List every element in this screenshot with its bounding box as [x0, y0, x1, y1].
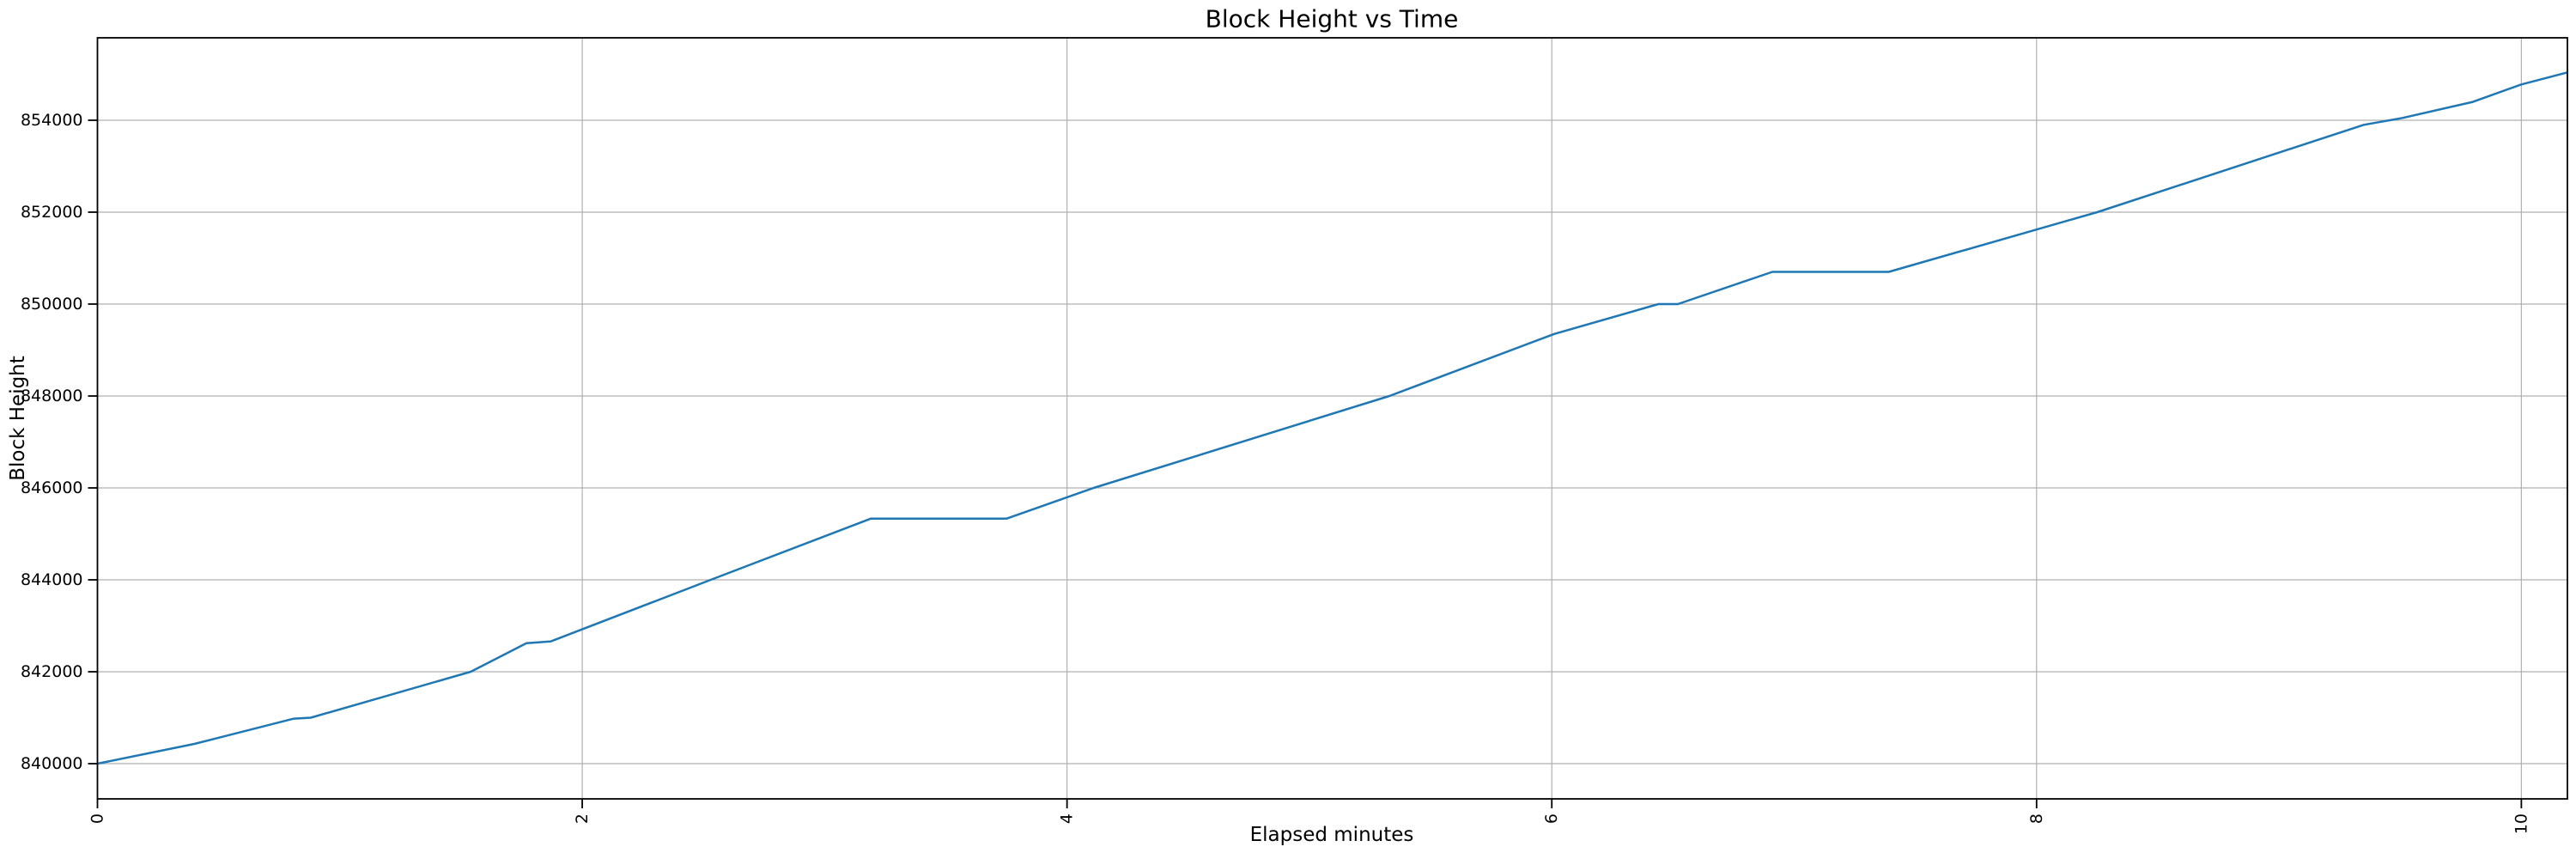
y-tick-label: 846000 [21, 478, 83, 497]
chart-title: Block Height vs Time [1206, 5, 1459, 34]
y-tick-label: 854000 [21, 111, 83, 130]
y-tick-label: 840000 [21, 754, 83, 773]
y-tick-label: 850000 [21, 295, 83, 314]
x-tick-label: 8 [2027, 813, 2046, 824]
axes-box [96, 37, 2568, 800]
block-height-series-line [97, 71, 2568, 765]
x-tick-label: 2 [573, 813, 592, 824]
y-tick-label: 852000 [21, 203, 83, 222]
x-tick-label: 0 [88, 813, 107, 824]
axes-layer [96, 37, 2568, 800]
y-tick-label: 844000 [21, 570, 83, 589]
x-tick-label: 4 [1058, 813, 1077, 824]
x-tick-label: 10 [2512, 813, 2530, 834]
series-layer [97, 71, 2568, 765]
y-tick-label: 842000 [21, 662, 83, 681]
tick-layer: 0 2 4 6 8 10 840000 842000 844000 846000 848000 850… [21, 111, 2530, 834]
y-axis-label: Block Height [7, 356, 29, 481]
x-tick-label: 6 [1542, 813, 1561, 824]
grid-layer [96, 38, 2567, 799]
y-tick-label: 848000 [21, 387, 83, 405]
x-axis-label: Elapsed minutes [1250, 824, 1414, 846]
